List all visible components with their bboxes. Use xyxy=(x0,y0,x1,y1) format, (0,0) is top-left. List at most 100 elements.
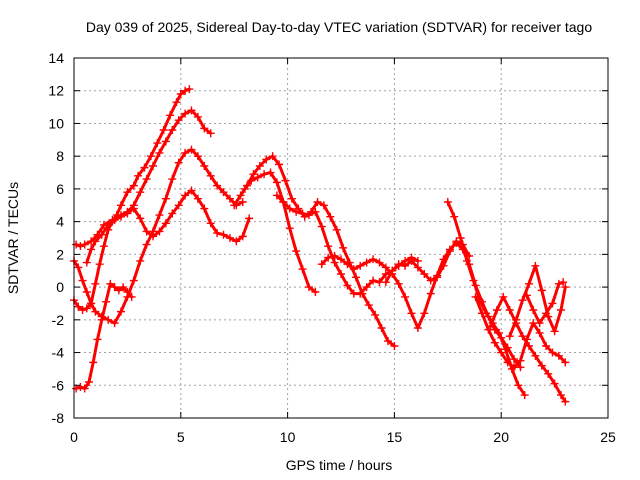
y-tick-label: -2 xyxy=(52,312,65,328)
data-point xyxy=(324,253,333,262)
data-point xyxy=(524,342,533,350)
data-point xyxy=(510,355,519,364)
data-point xyxy=(168,209,177,218)
data-point xyxy=(129,276,138,285)
series-sat-11 xyxy=(443,198,529,400)
data-point xyxy=(272,191,281,200)
data-point xyxy=(136,214,145,223)
data-point xyxy=(537,286,546,295)
y-tick-label: 6 xyxy=(56,181,64,197)
data-point xyxy=(76,382,85,391)
series-line xyxy=(74,282,134,390)
data-point xyxy=(74,302,83,311)
series-sat-15 xyxy=(522,278,568,328)
data-point xyxy=(388,266,397,275)
data-point xyxy=(364,301,373,310)
series-sat-05 xyxy=(82,186,254,267)
series-sat-04 xyxy=(72,279,136,393)
data-point xyxy=(236,191,245,200)
data-point xyxy=(176,90,185,98)
axis-ticks: 0 5 10 15 20 25 -8 -6 -4 -2 0 2 4 6 8 10 12 14 xyxy=(48,50,616,445)
series-sat-07 xyxy=(240,168,320,296)
data-point xyxy=(311,207,320,216)
data-point xyxy=(219,230,228,239)
data-point xyxy=(426,276,435,285)
data-point xyxy=(313,198,322,206)
data-point xyxy=(490,338,499,347)
data-point xyxy=(200,162,209,170)
data-point xyxy=(230,201,239,210)
data-point xyxy=(140,163,149,172)
data-point xyxy=(255,162,264,170)
data-point xyxy=(187,186,196,195)
data-point xyxy=(142,175,151,184)
data-point xyxy=(407,256,416,265)
data-point xyxy=(369,255,378,264)
data-point xyxy=(326,212,335,221)
data-point xyxy=(369,276,378,285)
data-point xyxy=(544,369,553,378)
data-point xyxy=(381,278,390,287)
data-point xyxy=(401,261,410,270)
data-point xyxy=(146,152,155,161)
data-point xyxy=(161,194,170,203)
data-point xyxy=(383,337,392,346)
data-point xyxy=(279,198,288,206)
data-point xyxy=(185,85,194,94)
data-point xyxy=(407,309,416,318)
data-point xyxy=(298,265,307,274)
data-point xyxy=(356,289,365,298)
data-point xyxy=(200,204,209,213)
data-point xyxy=(82,258,91,267)
data-point xyxy=(550,379,559,388)
data-point xyxy=(78,276,87,285)
data-point xyxy=(531,261,540,270)
data-point xyxy=(136,188,145,197)
data-point xyxy=(187,145,196,154)
y-axis-label: SDTVAR / TECUs xyxy=(5,182,21,294)
data-point xyxy=(78,306,87,314)
data-point xyxy=(401,292,410,301)
data-point xyxy=(499,292,508,301)
data-point xyxy=(104,220,113,229)
data-point xyxy=(337,255,345,264)
data-point xyxy=(136,256,145,265)
data-point xyxy=(304,211,313,220)
chart-title: Day 039 of 2025, Sidereal Day-to-day VTE… xyxy=(86,19,593,35)
data-point xyxy=(206,219,215,228)
series-line xyxy=(508,264,567,338)
data-series-group xyxy=(70,85,570,406)
data-point xyxy=(240,184,249,193)
data-point xyxy=(161,219,170,228)
data-point xyxy=(503,358,512,367)
data-point xyxy=(193,112,202,121)
series-sat-06 xyxy=(230,152,399,350)
data-point xyxy=(181,148,190,157)
data-point xyxy=(206,171,215,180)
data-point xyxy=(82,288,91,296)
data-point xyxy=(495,328,504,337)
data-point xyxy=(213,181,222,190)
data-point xyxy=(311,288,320,296)
data-point xyxy=(84,378,93,386)
data-point xyxy=(298,209,307,218)
data-point xyxy=(97,230,106,239)
data-point xyxy=(285,204,294,213)
data-point xyxy=(319,201,328,210)
y-tick-label: 12 xyxy=(48,83,64,99)
data-point xyxy=(537,361,546,370)
data-point xyxy=(501,345,510,354)
data-point xyxy=(443,198,452,206)
data-point xyxy=(413,263,422,272)
data-point xyxy=(497,348,506,357)
data-point xyxy=(119,283,128,292)
data-point xyxy=(550,327,559,336)
data-point xyxy=(505,306,514,314)
data-point xyxy=(149,232,158,241)
data-point xyxy=(394,279,403,288)
y-tick-label: -8 xyxy=(52,410,65,426)
data-point xyxy=(168,175,177,184)
data-point xyxy=(445,247,454,256)
data-point xyxy=(463,256,472,265)
data-point xyxy=(559,278,568,287)
